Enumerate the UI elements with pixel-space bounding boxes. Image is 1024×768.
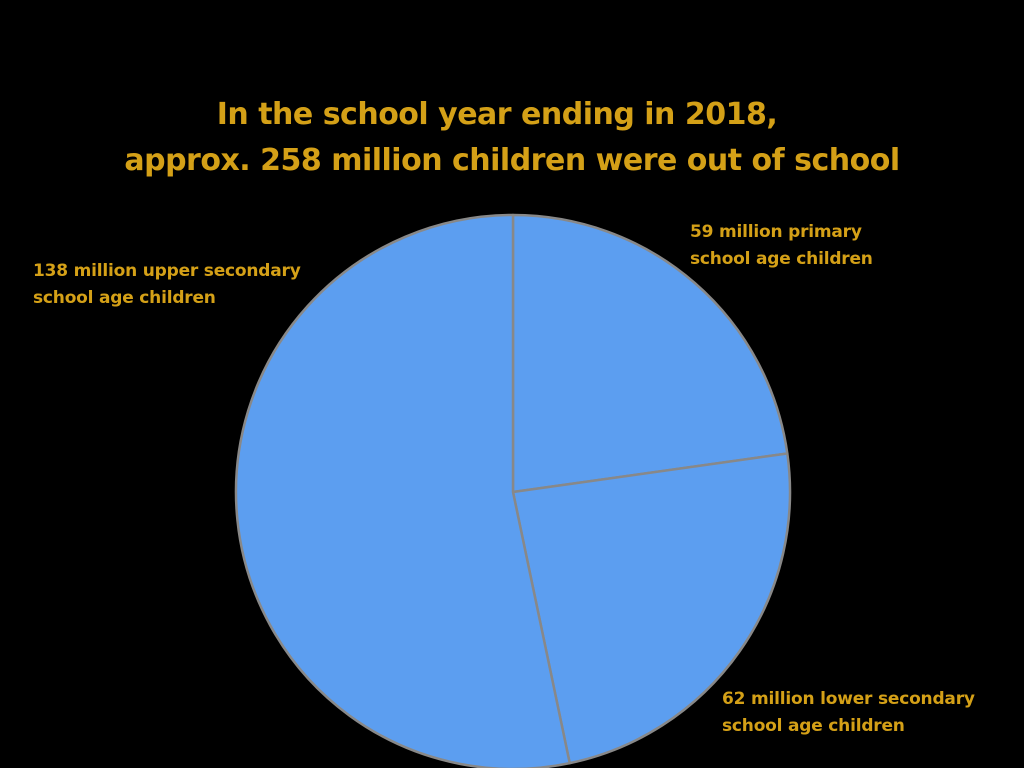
chart-title-line-1: In the school year ending in 2018, bbox=[216, 97, 778, 132]
slice-label-primary-line-1: 59 million primary bbox=[690, 222, 862, 242]
pie-slice-upper-secondary bbox=[234, 213, 571, 768]
chart-title: In the school year ending in 2018, appro… bbox=[0, 92, 1024, 184]
pie-slice-lower-secondary bbox=[511, 452, 792, 765]
slice-label-primary-line-2: school age children bbox=[690, 249, 873, 269]
chart-title-line-2: approx. 258 million children were out of… bbox=[124, 143, 900, 178]
pie-slice-primary bbox=[511, 213, 789, 494]
slice-label-primary: 59 million primary school age children bbox=[690, 219, 873, 273]
slice-label-upper-secondary-line-2: school age children bbox=[33, 288, 216, 308]
slice-label-lower-secondary: 62 million lower secondary school age ch… bbox=[722, 686, 975, 740]
slice-label-lower-secondary-line-2: school age children bbox=[722, 716, 905, 736]
slice-label-upper-secondary: 138 million upper secondary school age c… bbox=[33, 258, 301, 312]
slice-label-upper-secondary-line-1: 138 million upper secondary bbox=[33, 261, 301, 281]
slice-label-lower-secondary-line-1: 62 million lower secondary bbox=[722, 689, 975, 709]
